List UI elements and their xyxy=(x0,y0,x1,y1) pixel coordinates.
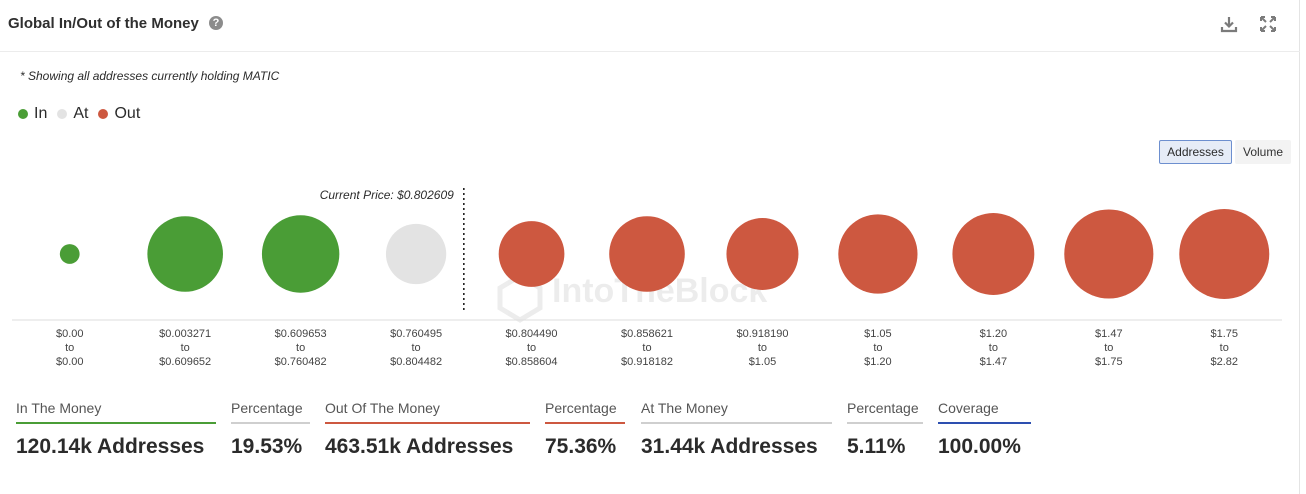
bubble-in-1[interactable] xyxy=(147,216,223,292)
stat-label: Out Of The Money xyxy=(325,400,530,424)
bubble-out-4[interactable] xyxy=(498,221,565,287)
x-tick-label: $1.75 xyxy=(1211,328,1239,340)
stat-at-percentage: Percentage 5.11% xyxy=(847,400,923,459)
stat-label: Coverage xyxy=(938,400,1031,424)
bubble-in-2[interactable] xyxy=(261,215,340,293)
x-tick-label: to xyxy=(642,342,651,354)
chart-legend: In At Out xyxy=(18,105,150,123)
x-tick-label: $1.47 xyxy=(1095,328,1123,340)
x-tick-label: to xyxy=(296,342,305,354)
stat-in-percentage: Percentage 19.53% xyxy=(231,400,310,459)
x-tick-label: $0.918190 xyxy=(736,328,788,340)
panel-title: Global In/Out of the Money xyxy=(8,15,199,32)
stat-value: 100.00% xyxy=(938,435,1021,458)
bubble-out-10[interactable] xyxy=(1179,209,1270,299)
x-tick-label: to xyxy=(1104,342,1113,354)
x-tick-label: $0.760495 xyxy=(390,328,442,340)
legend-item-at[interactable]: At xyxy=(57,105,88,123)
bubble-out-7[interactable] xyxy=(838,214,918,294)
x-tick-label: $2.82 xyxy=(1211,356,1239,368)
x-tick-label: to xyxy=(1220,342,1229,354)
stat-value: 31.44k Addresses xyxy=(641,435,818,458)
x-tick-label: to xyxy=(989,342,998,354)
x-tick-label: $0.003271 xyxy=(159,328,211,340)
legend-dot-at xyxy=(57,109,68,119)
legend-label-in: In xyxy=(34,105,48,122)
bubble-in-0[interactable] xyxy=(59,244,80,264)
summary-stats: In The Money 120.14k Addresses Percentag… xyxy=(0,400,1306,490)
x-tick-label: $0.760482 xyxy=(275,356,327,368)
x-tick-label: to xyxy=(758,342,767,354)
stat-at-the-money: At The Money 31.44k Addresses xyxy=(641,400,832,459)
stat-in-the-money: In The Money 120.14k Addresses xyxy=(16,400,216,459)
legend-label-at: At xyxy=(73,105,89,122)
x-tick-label: $1.20 xyxy=(980,328,1008,340)
x-tick-label: $0.858604 xyxy=(506,356,558,368)
x-tick-label: $1.47 xyxy=(980,356,1008,368)
bubble-out-6[interactable] xyxy=(726,218,799,290)
stat-label: At The Money xyxy=(641,400,832,424)
stat-label: Percentage xyxy=(545,400,625,424)
bubble-at-3[interactable] xyxy=(385,223,447,285)
download-icon[interactable] xyxy=(1219,14,1239,34)
x-tick-label: $1.05 xyxy=(864,328,892,340)
x-tick-label: $1.75 xyxy=(1095,356,1123,368)
stat-coverage: Coverage 100.00% xyxy=(938,400,1031,459)
x-tick-label: to xyxy=(527,342,536,354)
bubble-out-8[interactable] xyxy=(952,213,1035,295)
x-tick-label: $0.918182 xyxy=(621,356,673,368)
bubble-out-5[interactable] xyxy=(609,216,685,292)
legend-item-out[interactable]: Out xyxy=(98,105,140,123)
x-tick-label: $1.05 xyxy=(749,356,777,368)
expand-icon[interactable] xyxy=(1258,14,1278,34)
bubble-out-9[interactable] xyxy=(1064,209,1154,299)
legend-label-out: Out xyxy=(114,105,141,122)
addresses-toggle-button[interactable]: Addresses xyxy=(1159,140,1232,164)
holding-note: * Showing all addresses currently holdin… xyxy=(20,69,280,83)
x-tick-label: $0.00 xyxy=(56,328,84,340)
stat-value: 19.53% xyxy=(231,435,303,458)
x-tick-label: $0.804490 xyxy=(506,328,558,340)
legend-item-in[interactable]: In xyxy=(18,105,47,123)
x-tick-label: $0.00 xyxy=(56,356,84,368)
stat-value: 463.51k Addresses xyxy=(325,435,514,458)
stat-label: Percentage xyxy=(231,400,310,424)
stat-label: In The Money xyxy=(16,400,216,424)
panel-header: Global In/Out of the Money ? xyxy=(0,0,1300,52)
stat-out-of-the-money: Out Of The Money 463.51k Addresses xyxy=(325,400,530,459)
legend-dot-in xyxy=(18,109,28,119)
stat-value: 120.14k Addresses xyxy=(16,435,205,458)
legend-dot-out xyxy=(98,109,109,119)
x-tick-label: to xyxy=(65,342,74,354)
x-tick-label: $0.609653 xyxy=(275,328,327,340)
stat-out-percentage: Percentage 75.36% xyxy=(545,400,625,459)
x-tick-label: to xyxy=(873,342,882,354)
x-tick-label: $1.20 xyxy=(864,356,892,368)
stat-value: 75.36% xyxy=(545,435,617,458)
x-tick-label: to xyxy=(411,342,420,354)
x-tick-label: to xyxy=(181,342,190,354)
x-tick-label: $0.858621 xyxy=(621,328,673,340)
bubble-chart: IntoTheBlock $0.00to$0.00$0.003271to$0.6… xyxy=(12,188,1282,368)
stat-label: Percentage xyxy=(847,400,923,424)
stat-value: 5.11% xyxy=(847,435,906,458)
x-tick-label: $0.804482 xyxy=(390,356,442,368)
volume-toggle-button[interactable]: Volume xyxy=(1235,140,1291,164)
current-price-label: Current Price: $0.802609 xyxy=(320,188,454,202)
question-circle-icon[interactable]: ? xyxy=(209,16,223,30)
x-tick-label: $0.609652 xyxy=(159,356,211,368)
